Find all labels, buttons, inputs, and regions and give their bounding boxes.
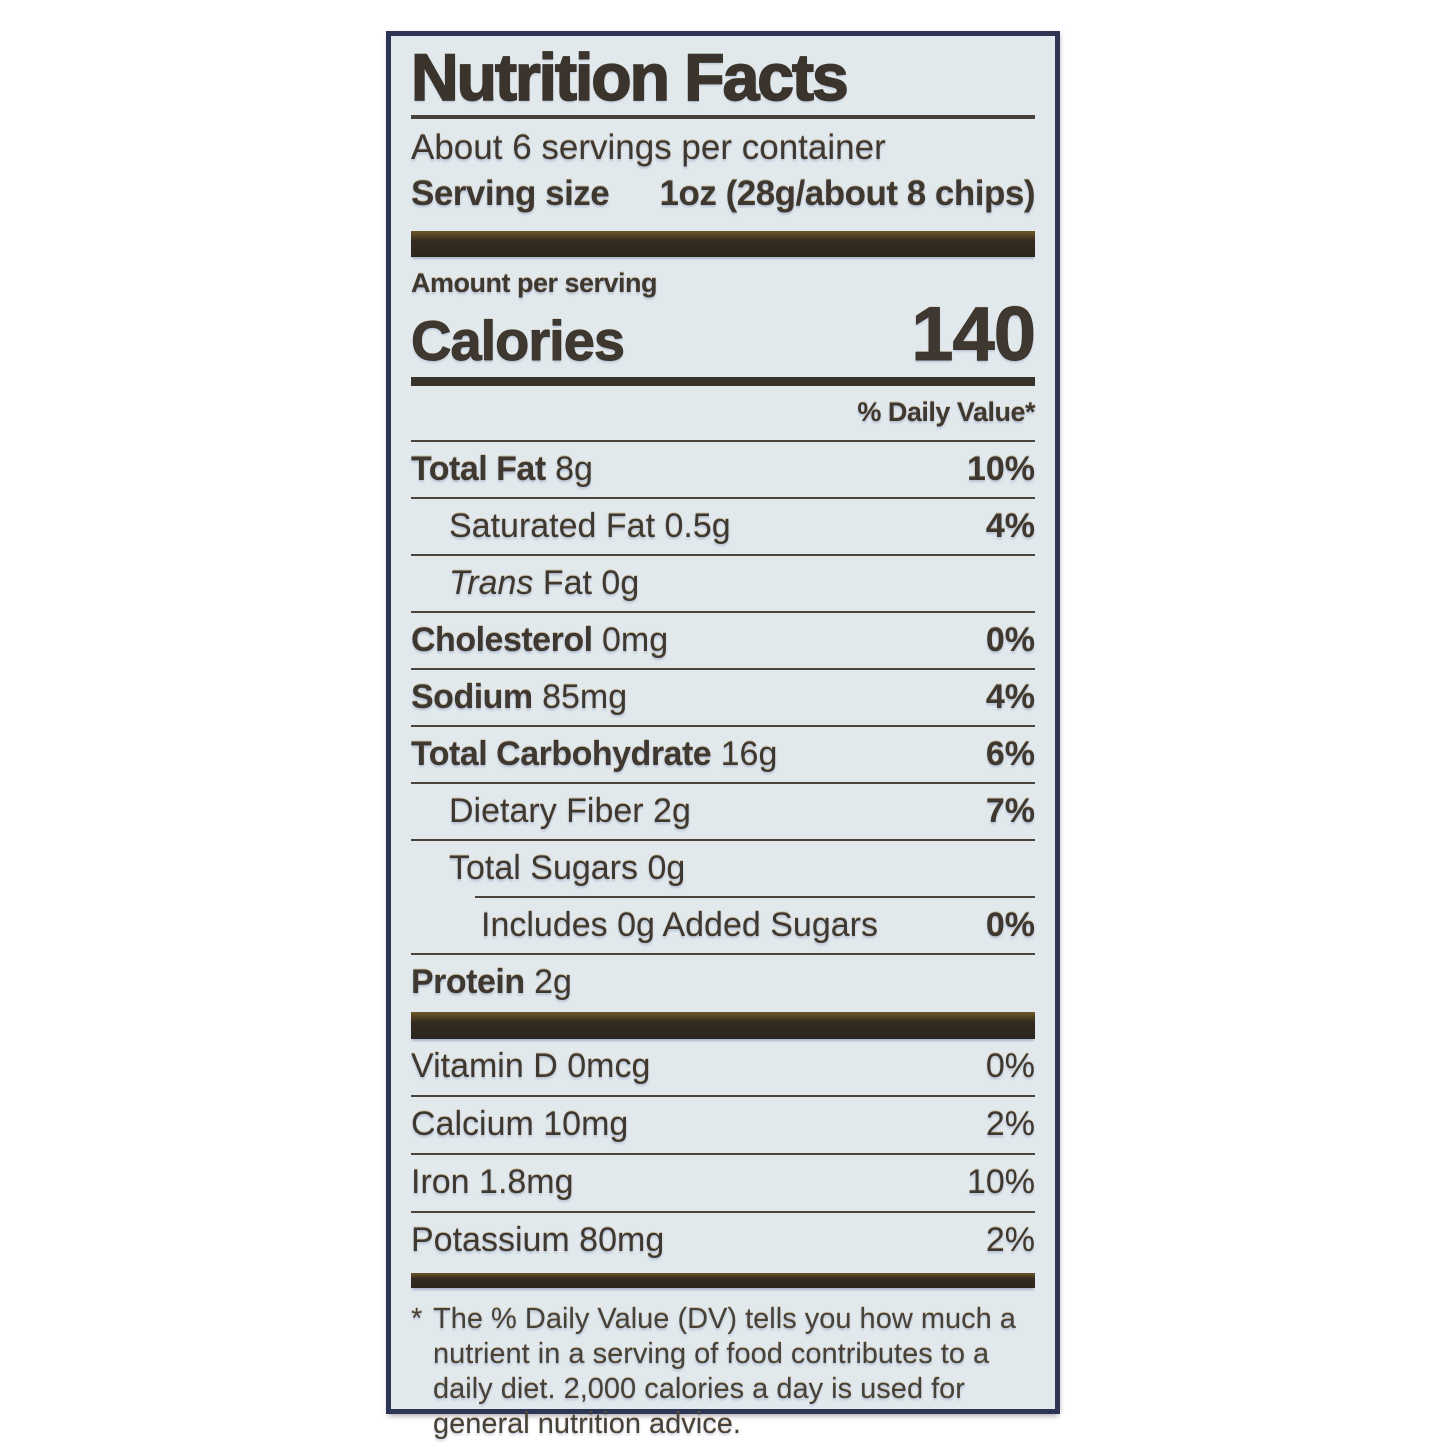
row-divider: [411, 553, 1035, 556]
nutrient-name: Iron 1.8mg: [411, 1163, 574, 1202]
label-title: Nutrition Facts: [410, 40, 849, 114]
vitamin-row: Potassium 80mg 2%: [411, 1213, 1035, 1269]
row-divider: [411, 1094, 1035, 1097]
daily-value-percent: 4%: [985, 506, 1035, 545]
vitamin-row: Iron 1.8mg 10%: [411, 1155, 1035, 1211]
section-bar-middle: [411, 1011, 1035, 1039]
nutrient-name: Vitamin D 0mcg: [411, 1047, 651, 1086]
nutrient-name: Potassium 80mg: [411, 1221, 665, 1260]
daily-value-percent: 2%: [985, 1105, 1035, 1144]
serving-size-row: Serving size 1oz (28g/about 8 chips): [411, 172, 1035, 216]
daily-value-header: % Daily Value*: [857, 396, 1035, 427]
nutrient-row: Includes 0g Added Sugars 0%: [411, 898, 1035, 953]
row-divider: [475, 895, 1035, 898]
daily-value-percent: 10%: [966, 449, 1035, 488]
nutrient-row: Trans Fat 0g: [411, 556, 1035, 611]
row-divider: [411, 1152, 1035, 1155]
title-divider: [411, 115, 1035, 119]
row-divider: [411, 781, 1035, 784]
nutrient-name: Saturated Fat 0.5g: [449, 506, 731, 545]
nutrition-facts-label: Nutrition Facts About 6 servings per con…: [386, 31, 1060, 1440]
nutrient-name: Total Fat 8g: [411, 449, 593, 488]
row-divider: [411, 439, 1035, 442]
nutrient-name: Cholesterol 0mg: [411, 620, 669, 659]
nutrient-rows-section: Total Fat 8g 10% Saturated Fat 0.5g 4% Trans…: [411, 439, 1035, 1010]
row-divider: [411, 1210, 1035, 1213]
daily-value-percent: 0%: [985, 905, 1035, 944]
nutrient-name: Sodium 85mg: [411, 677, 628, 716]
daily-value-percent: 0%: [985, 620, 1035, 659]
nutrient-row: Saturated Fat 0.5g 4%: [411, 499, 1035, 554]
nutrient-name: Dietary Fiber 2g: [449, 791, 691, 830]
calories-value: 140: [911, 291, 1037, 377]
nutrient-row: Sodium 85mg 4%: [411, 670, 1035, 725]
nutrient-row: Total Carbohydrate 16g 6%: [411, 727, 1035, 782]
nutrient-name: Protein 2g: [411, 962, 572, 1001]
row-divider: [411, 838, 1035, 841]
section-bar-top: [411, 230, 1035, 257]
nutrient-name: Calcium 10mg: [411, 1105, 629, 1144]
calories-label: Calories: [411, 308, 626, 372]
calories-row: Calories 140: [411, 291, 1037, 377]
footnote-text: The % Daily Value (DV) tells you how muc…: [433, 1302, 1016, 1440]
daily-value-percent: 6%: [985, 734, 1035, 773]
row-divider: [411, 496, 1035, 499]
nutrient-name: Total Sugars 0g: [449, 848, 686, 887]
nutrient-name: Total Carbohydrate 16g: [411, 734, 778, 773]
nutrient-row: Dietary Fiber 2g 7%: [411, 784, 1035, 839]
daily-value-percent: 4%: [985, 677, 1035, 716]
serving-size-value: 1oz (28g/about 8 chips): [659, 173, 1036, 213]
vitamin-rows-section: Vitamin D 0mcg 0% Calcium 10mg 2% Iron 1.8mg…: [411, 1039, 1035, 1269]
section-bar-bottom: [411, 1272, 1035, 1288]
daily-value-percent: 2%: [985, 1221, 1035, 1260]
daily-value-percent: 7%: [985, 791, 1035, 830]
nutrient-name: Includes 0g Added Sugars: [481, 905, 878, 944]
calories-divider: [411, 376, 1035, 386]
nutrient-row: Total Fat 8g 10%: [411, 442, 1035, 497]
servings-per-container: About 6 servings per container: [411, 128, 886, 167]
nutrient-row: Cholesterol 0mg 0%: [411, 613, 1035, 668]
daily-value-percent: 0%: [985, 1047, 1035, 1086]
daily-value-percent: 10%: [966, 1163, 1035, 1202]
nutrient-name: Trans Fat 0g: [449, 563, 640, 602]
row-divider: [411, 610, 1035, 613]
row-divider: [411, 667, 1035, 670]
nutrient-row: Total Sugars 0g: [411, 841, 1035, 896]
amount-per-serving-label: Amount per serving: [411, 267, 658, 298]
vitamin-row: Vitamin D 0mcg 0%: [411, 1039, 1035, 1095]
serving-size-label: Serving size: [411, 173, 610, 213]
row-divider: [411, 724, 1035, 727]
footnote-asterisk: *: [411, 1302, 423, 1335]
footnote: * The % Daily Value (DV) tells you how m…: [411, 1302, 1035, 1442]
vitamin-row: Calcium 10mg 2%: [411, 1097, 1035, 1153]
row-divider: [411, 952, 1035, 955]
nutrient-row: Protein 2g: [411, 955, 1035, 1010]
